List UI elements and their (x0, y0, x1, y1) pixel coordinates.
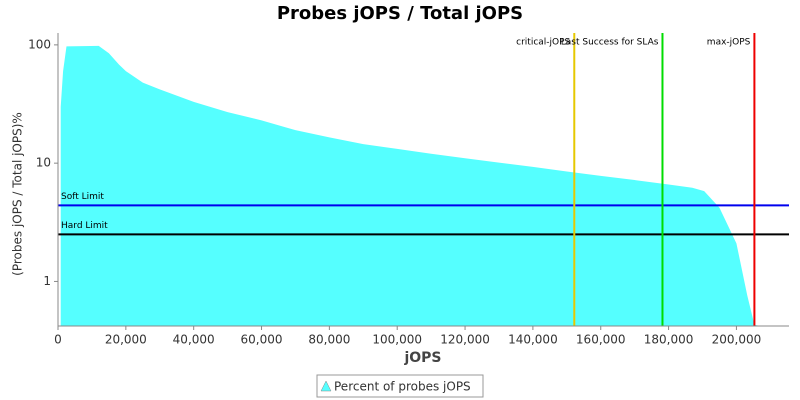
x-tick-label: 60,000 (241, 333, 283, 347)
x-tick-label: 20,000 (105, 333, 147, 347)
x-tick-label: 120,000 (440, 333, 490, 347)
legend-marker (320, 380, 332, 392)
area (60, 45, 790, 326)
x-tick-label: 0 (54, 333, 62, 347)
legend-label: Percent of probes jOPS (334, 380, 471, 394)
x-tick-label: 160,000 (576, 333, 626, 347)
y-tick-label: 100 (28, 37, 51, 51)
x-tick-label: 200,000 (712, 333, 762, 347)
x-tick-label: 100,000 (372, 333, 422, 347)
x-tick-label: 40,000 (173, 333, 215, 347)
x-axis-title: jOPS (403, 350, 441, 366)
y-axis-title: (Probes jOPS / Total jOPS)% (11, 112, 25, 276)
chart-title: Probes jOPS / Total jOPS (277, 3, 523, 24)
x-tick-label: 80,000 (308, 333, 350, 347)
y-tick-label: 1 (43, 274, 51, 288)
x-tick-label: 140,000 (508, 333, 558, 347)
vertical-line-label: critical-jOPS (516, 38, 570, 48)
y-tick-label: 10 (36, 156, 51, 170)
horizontal-line-label: Soft Limit (61, 192, 104, 202)
vertical-line-label: Last Success for SLAs (561, 38, 659, 48)
vertical-line-label: max-jOPS (707, 38, 751, 48)
x-tick-label: 180,000 (644, 333, 694, 347)
horizontal-line-label: Hard Limit (61, 221, 108, 231)
legend-box (316, 374, 484, 398)
